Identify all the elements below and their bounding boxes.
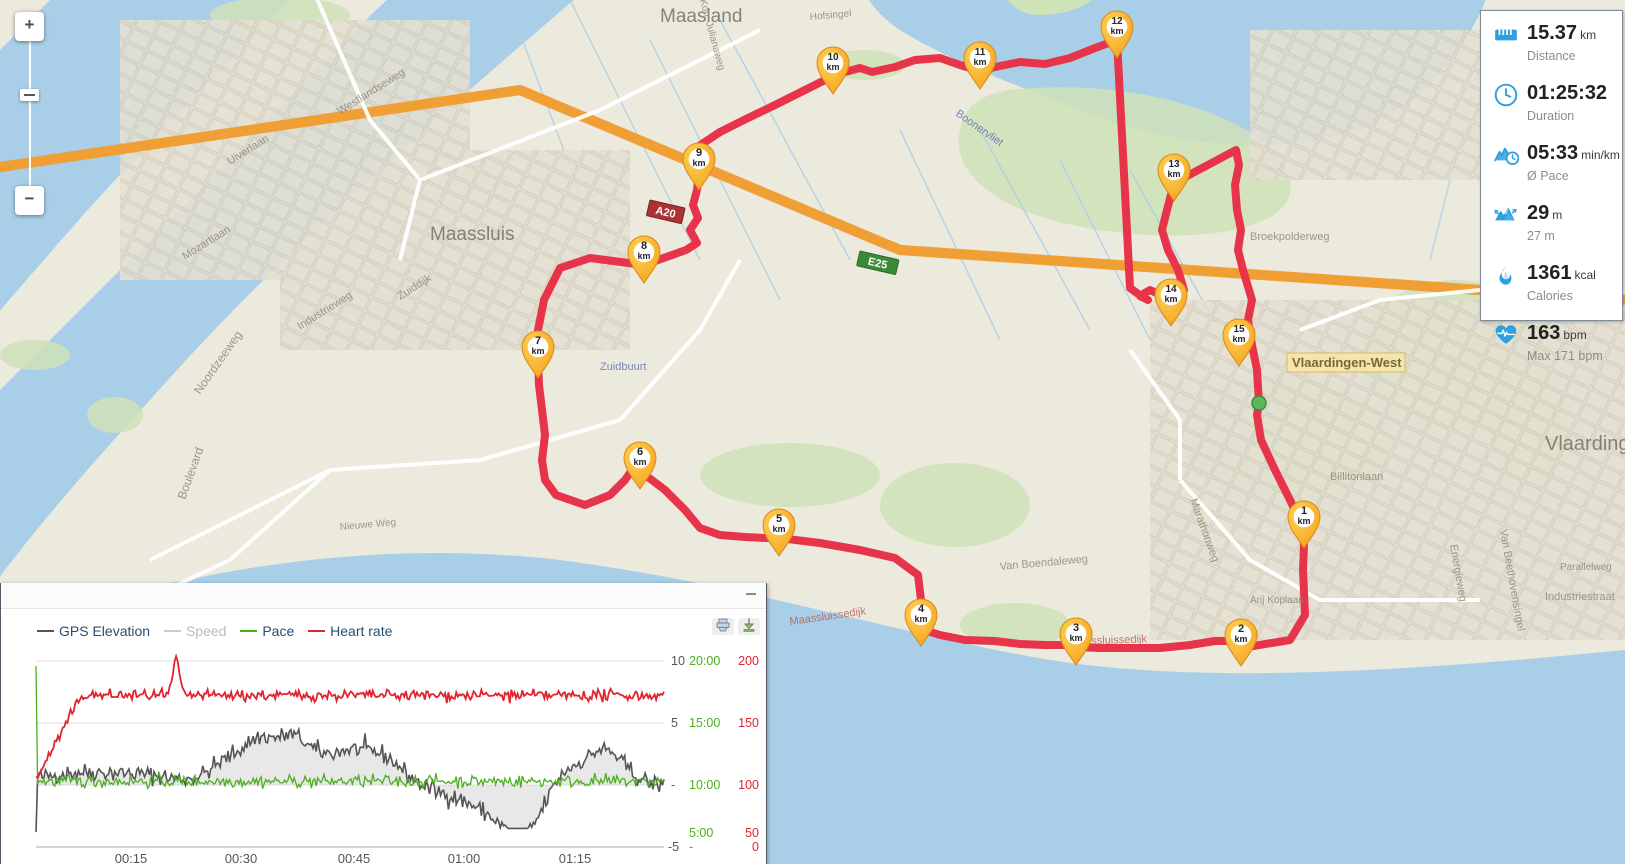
svg-text:00:15: 00:15 bbox=[115, 851, 148, 864]
svg-text:150: 150 bbox=[738, 716, 759, 730]
svg-text:10:00: 10:00 bbox=[689, 778, 720, 792]
svg-text:km: km bbox=[1164, 294, 1177, 304]
svg-text:15:00: 15:00 bbox=[689, 716, 720, 730]
svg-text:km: km bbox=[1110, 26, 1123, 36]
svg-text:km: km bbox=[826, 62, 839, 72]
svg-text:100: 100 bbox=[738, 778, 759, 792]
svg-text:200: 200 bbox=[738, 654, 759, 668]
svg-text:20:00: 20:00 bbox=[689, 654, 720, 668]
svg-text:Parallelweg: Parallelweg bbox=[1560, 562, 1612, 573]
svg-text:km: km bbox=[1232, 334, 1245, 344]
svg-text:km: km bbox=[1069, 633, 1082, 643]
svg-text:km: km bbox=[973, 57, 986, 67]
svg-text:-: - bbox=[689, 840, 693, 854]
svg-text:km: km bbox=[914, 614, 927, 624]
svg-text:5:00: 5:00 bbox=[689, 826, 713, 840]
svg-text:-: - bbox=[671, 778, 675, 792]
svg-text:km: km bbox=[1167, 169, 1180, 179]
svg-text:01:00: 01:00 bbox=[448, 851, 481, 864]
svg-text:km: km bbox=[633, 457, 646, 467]
svg-text:km: km bbox=[692, 158, 705, 168]
svg-text:km: km bbox=[531, 346, 544, 356]
svg-text:Vlaardingen: Vlaardingen bbox=[1545, 433, 1625, 455]
svg-text:km: km bbox=[1297, 516, 1310, 526]
svg-text:0: 0 bbox=[752, 840, 759, 854]
svg-text:10: 10 bbox=[671, 654, 685, 668]
svg-text:00:45: 00:45 bbox=[338, 851, 371, 864]
svg-text:km: km bbox=[637, 251, 650, 261]
svg-text:00:30: 00:30 bbox=[225, 851, 258, 864]
svg-text:Vlaardingen-West: Vlaardingen-West bbox=[1292, 355, 1402, 370]
svg-text:5: 5 bbox=[671, 716, 678, 730]
svg-text:-5: -5 bbox=[668, 840, 679, 854]
svg-text:Maassluis: Maassluis bbox=[430, 224, 514, 245]
svg-text:Arij Koplaan: Arij Koplaan bbox=[1250, 595, 1304, 606]
svg-text:km: km bbox=[772, 524, 785, 534]
svg-text:Zuidbuurt: Zuidbuurt bbox=[600, 361, 646, 373]
svg-text:Industriestraat: Industriestraat bbox=[1545, 591, 1615, 603]
svg-text:Broekpolderweg: Broekpolderweg bbox=[1250, 231, 1330, 243]
svg-text:Billitonlaan: Billitonlaan bbox=[1330, 471, 1383, 483]
svg-text:50: 50 bbox=[745, 826, 759, 840]
svg-text:01:15: 01:15 bbox=[559, 851, 592, 864]
svg-text:km: km bbox=[1234, 634, 1247, 644]
